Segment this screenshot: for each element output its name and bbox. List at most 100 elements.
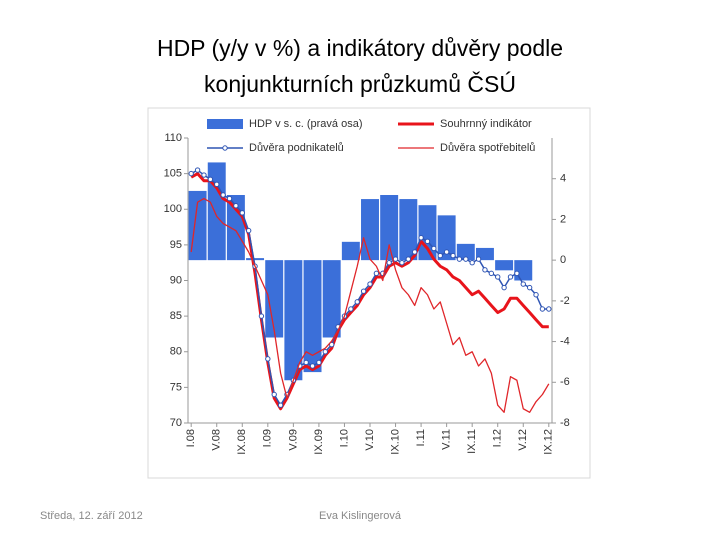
marker: [373, 270, 380, 277]
marker: [533, 292, 539, 298]
footer-date: Středa, 12. září 2012: [40, 510, 143, 522]
bar: [514, 260, 533, 281]
y2-tick-label: -6: [560, 376, 570, 388]
y2-tick-label: -4: [560, 335, 570, 347]
x-tick-label: IX.08: [236, 429, 248, 455]
x-tick-label: IX.10: [389, 429, 401, 455]
bar: [207, 162, 226, 261]
marker: [316, 359, 322, 366]
marker: [233, 202, 239, 209]
x-tick-label: I.10: [338, 429, 350, 447]
marker: [245, 227, 252, 234]
marker: [418, 235, 424, 241]
marker: [456, 256, 463, 262]
marker: [277, 402, 284, 408]
bar: [380, 195, 399, 261]
bar: [246, 258, 265, 261]
y2-tick-label: 2: [560, 213, 566, 225]
line: [190, 172, 549, 411]
bar: [456, 243, 475, 261]
marker: [412, 249, 418, 255]
marker: [526, 284, 533, 291]
marker: [405, 256, 412, 262]
x-tick-label: V.11: [441, 429, 453, 450]
bar: [265, 260, 284, 338]
marker: [207, 176, 214, 183]
y-tick-label: 100: [164, 203, 182, 215]
x-tick-label: I.08: [185, 429, 197, 447]
bar: [437, 215, 456, 261]
bar: [303, 260, 322, 373]
marker: [201, 172, 207, 178]
y-tick-label: 110: [164, 132, 182, 144]
y-tick-label: 85: [170, 310, 182, 322]
y2-tick-label: -2: [560, 295, 570, 307]
marker: [399, 259, 405, 266]
y-tick-label: 75: [170, 381, 182, 393]
marker: [469, 259, 475, 266]
marker: [520, 281, 526, 287]
marker: [226, 195, 233, 202]
line: [190, 197, 550, 413]
marker: [431, 245, 437, 252]
x-tick-label: I.12: [492, 429, 504, 447]
title-line: HDP (y/y v %) a indikátory důvěry podle: [157, 35, 563, 61]
y-tick-label: 90: [170, 274, 182, 286]
marker: [354, 299, 360, 305]
marker: [507, 274, 514, 280]
marker: [482, 267, 488, 273]
marker: [367, 281, 373, 287]
x-tick-label: IX.12: [543, 429, 555, 455]
marker: [348, 306, 354, 312]
marker: [475, 256, 482, 262]
bar: [284, 260, 303, 381]
x-tick-label: IX.11: [466, 429, 478, 454]
y2-tick-label: 4: [560, 173, 566, 185]
legend-label: Důvěra spotřebitelů: [440, 142, 535, 154]
bar: [322, 260, 341, 338]
bar: [495, 260, 514, 271]
marker: [188, 170, 194, 177]
legend-label: Souhrnný indikátor: [440, 118, 532, 130]
marker: [258, 313, 265, 319]
bar: [399, 199, 418, 261]
x-tick-label: V.10: [364, 429, 376, 451]
marker: [488, 270, 495, 277]
marker: [303, 359, 309, 366]
bar: [341, 241, 360, 261]
marker: [214, 181, 220, 188]
marker: [239, 210, 245, 216]
x-tick-label: IX.09: [313, 429, 325, 455]
legend-swatch: [207, 119, 243, 129]
marker: [322, 349, 328, 355]
marker: [392, 256, 399, 262]
x-tick-label: V.08: [211, 429, 223, 451]
marker: [360, 288, 367, 294]
marker: [501, 284, 507, 291]
x-tick-label: I.09: [262, 429, 274, 447]
marker: [546, 306, 552, 312]
marker: [443, 249, 450, 255]
marker: [424, 238, 431, 245]
bar: [475, 247, 494, 261]
chart-frame: [147, 107, 591, 479]
bar: [418, 205, 437, 261]
y2-tick-label: 0: [560, 254, 566, 266]
marker: [271, 391, 277, 398]
marker: [194, 167, 201, 173]
y-tick-label: 70: [170, 417, 182, 429]
marker: [386, 259, 392, 266]
marker: [450, 252, 456, 259]
legend-marker: [222, 145, 228, 151]
y2-tick-label: -8: [560, 417, 570, 429]
x-tick-label: V.09: [287, 429, 299, 451]
marker: [514, 270, 520, 277]
marker: [539, 306, 546, 312]
x-tick-label: V.12: [517, 429, 529, 451]
marker: [495, 274, 501, 280]
y-tick-label: 105: [164, 168, 182, 180]
marker: [220, 192, 226, 198]
y-tick-label: 80: [170, 346, 182, 358]
